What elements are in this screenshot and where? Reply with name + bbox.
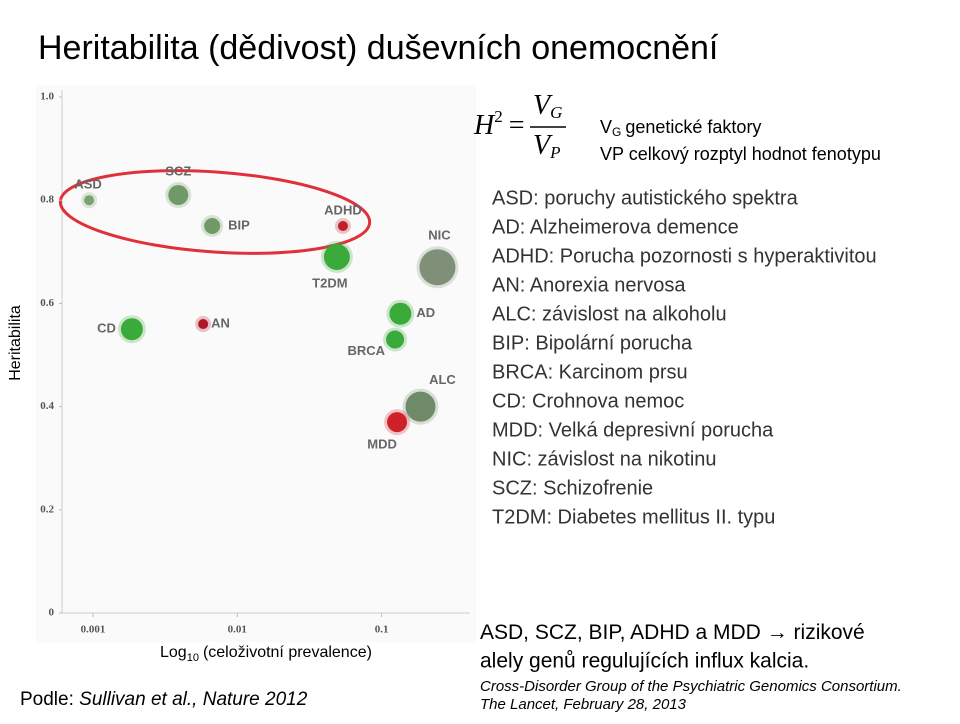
abbreviation: CD: Crohnova nemoc — [492, 390, 684, 412]
formula-note: VP celkový rozptyl hodnot fenotypu — [600, 144, 881, 164]
highlight-ellipse — [58, 169, 372, 255]
x-label-sub: 10 — [187, 652, 199, 664]
point-label: NIC — [428, 228, 451, 243]
abbreviation: ADHD: Porucha pozornosti s hyperaktivito… — [492, 245, 877, 267]
point-label: MDD — [367, 437, 397, 452]
reference: Cross-Disorder Group of the Psychiatric … — [480, 678, 902, 695]
x-tick-label: 0.01 — [228, 624, 247, 636]
abbreviation: T2DM: Diabetes mellitus II. typu — [492, 506, 775, 528]
vg-sub: G — [612, 125, 621, 139]
abbreviation: NIC: závislost na nikotinu — [492, 448, 717, 470]
point-label: AD — [416, 305, 435, 320]
bubble — [405, 391, 436, 422]
abbreviation: ALC: závislost na alkoholu — [492, 303, 727, 325]
point-label: AN — [211, 315, 230, 330]
abbreviation: AN: Anorexia nervosa — [492, 274, 686, 296]
formula-den-sub: P — [549, 143, 560, 162]
bubble — [84, 195, 95, 206]
svg-text:VG: VG — [533, 90, 562, 121]
source-citation: Sullivan et al., Nature 2012 — [79, 689, 308, 710]
bubble — [323, 243, 350, 270]
point-label: BRCA — [347, 343, 385, 358]
y-tick-label: 0.6 — [40, 297, 54, 309]
abbreviation: AD: Alzheimerova demence — [492, 216, 739, 238]
point-label: ADHD — [324, 202, 362, 217]
formula-exp: 2 — [494, 107, 503, 126]
bubble — [387, 412, 408, 433]
vg-text: genetické faktory — [625, 117, 761, 137]
chart-background — [36, 86, 476, 642]
point-label: ASD — [74, 177, 101, 192]
conclusion: alely genů regulujících influx kalcia. — [480, 650, 809, 673]
conclusion-tail: rizikové — [794, 621, 865, 644]
point-label: ALC — [429, 372, 456, 387]
abbreviation-list: ASD: poruchy autistického spektra AD: Alz… — [492, 187, 877, 528]
point-label: CD — [97, 321, 116, 336]
y-tick-label: 0.2 — [40, 503, 54, 515]
formula-num: V — [533, 90, 553, 121]
formula-num-sub: G — [550, 103, 562, 122]
point-label: BIP — [228, 217, 250, 232]
formula-eq: = — [509, 110, 525, 141]
y-tick-label: 1.0 — [40, 91, 54, 103]
bubble — [419, 249, 456, 286]
point-label: T2DM — [312, 275, 347, 290]
bubble — [337, 221, 348, 231]
conclusion: ASD, SCZ, BIP, ADHD a MDD → rizikové — [480, 621, 865, 644]
reference: The Lancet, February 28, 2013 — [480, 696, 687, 713]
abbreviation: BIP: Bipolární porucha — [492, 332, 693, 354]
y-axis-label: Heritabilita — [7, 305, 24, 381]
slide-title: Heritabilita (dědivost) duševních onemoc… — [38, 29, 719, 67]
bubble — [204, 218, 221, 234]
formula-lhs: H — [473, 110, 496, 141]
y-tick-label: 0 — [49, 607, 55, 619]
abbreviation: SCZ: Schizofrenie — [492, 477, 653, 499]
svg-text:H2=: H2 = — [473, 107, 525, 142]
x-label-base: Log — [160, 644, 187, 661]
y-tick-label: 0.8 — [40, 194, 54, 206]
x-label-rest: (celoživotní prevalence) — [203, 644, 372, 661]
svg-text:VP: VP — [533, 130, 561, 161]
x-axis-label: Log10 (celoživotní prevalence) — [160, 644, 372, 664]
x-tick-label: 0.1 — [375, 624, 389, 636]
bubble — [198, 319, 209, 330]
y-tick-label: 0.4 — [40, 400, 54, 412]
abbreviation: BRCA: Karcinom prsu — [492, 361, 688, 383]
source-prefix: Podle: — [20, 689, 74, 710]
point-label: SCZ — [165, 163, 191, 178]
formula-den: V — [533, 130, 553, 161]
bubble — [389, 302, 412, 325]
bubble — [168, 185, 189, 206]
bubble — [120, 318, 143, 341]
bubble — [386, 330, 405, 349]
conclusion-subject: ASD, SCZ, BIP, ADHD a MDD — [480, 621, 761, 644]
conclusion-arrow: → — [767, 621, 788, 644]
vg-base: V — [600, 117, 612, 137]
x-tick-label: 0.001 — [81, 624, 106, 636]
source: Podle: Sullivan et al., Nature 2012 — [20, 689, 308, 710]
formula: H2 = VG VP — [473, 90, 566, 162]
formula-note: VG genetické faktory — [600, 117, 761, 139]
abbreviation: ASD: poruchy autistického spektra — [492, 187, 799, 209]
abbreviation: MDD: Velká depresivní porucha — [492, 419, 774, 441]
